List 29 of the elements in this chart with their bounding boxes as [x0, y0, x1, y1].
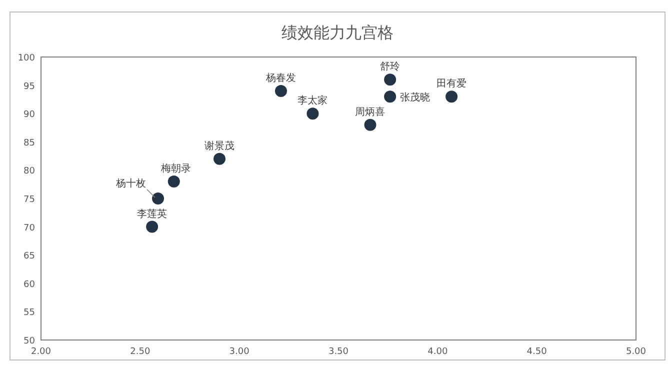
annotation: 李莲英: [137, 208, 168, 220]
annotation: 杨春发: [264, 72, 296, 84]
x-tick-label: 2.00: [30, 347, 52, 357]
y-tick-label: 70: [24, 223, 36, 234]
y-tick-label: 55: [24, 308, 35, 318]
y-tick-label: 95: [24, 82, 35, 92]
x-tick-label: 4.50: [526, 347, 548, 357]
annotation: 舒玲: [380, 60, 400, 73]
y-tick-label: 80: [24, 166, 36, 177]
chart-title: 绩效能力九宫格: [282, 23, 394, 42]
y-tick-label: 75: [24, 195, 35, 205]
y-tick-label: 50: [24, 336, 36, 346]
annotation: 谢景茂: [204, 140, 234, 152]
y-tick-label: 90: [24, 110, 36, 120]
x-tick-label: 5.00: [626, 347, 646, 357]
y-tick-label: 60: [24, 280, 36, 290]
x-tick-label: 3.50: [328, 347, 349, 357]
y-tick-label: 100: [18, 54, 36, 64]
x-tick-label: 3.00: [229, 347, 250, 357]
annotation: 李太家: [298, 94, 328, 107]
annotation: 田有爱: [436, 78, 467, 90]
annotation: 张茂晓: [400, 92, 430, 104]
x-tick-label: 2.50: [130, 347, 150, 357]
y-tick-label: 85: [24, 138, 35, 148]
y-tick-label: 65: [24, 252, 35, 262]
x-tick-label: 4.00: [428, 347, 448, 357]
annotation: 周炳喜: [355, 106, 386, 118]
annotation: 杨十枚: [115, 178, 146, 190]
annotation: 梅朝录: [160, 162, 191, 175]
